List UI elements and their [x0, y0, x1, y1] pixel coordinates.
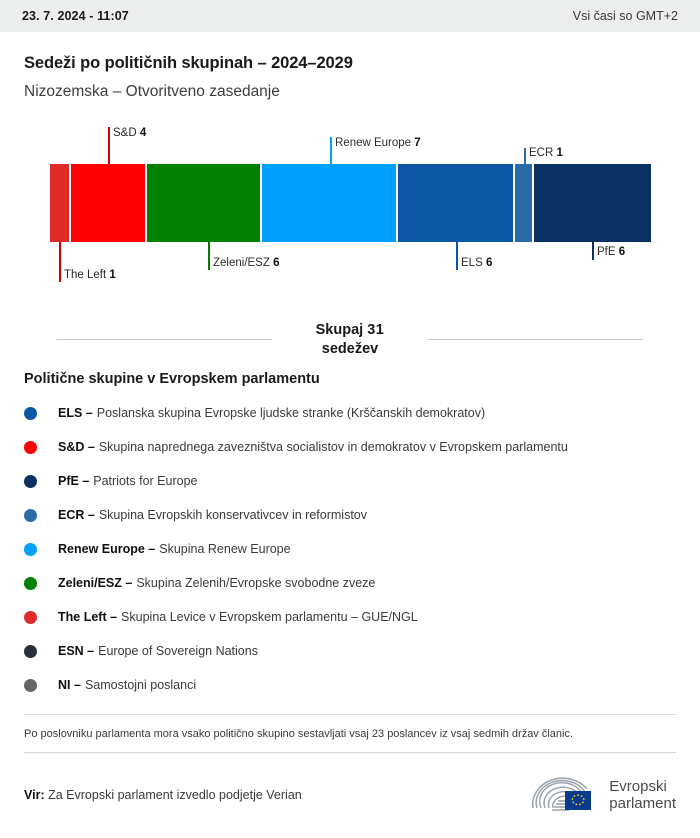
legend-color-dot-zeleni-esz — [24, 576, 37, 590]
legend-color-dot-els — [24, 406, 37, 420]
page-subtitle: Nizozemska – Otvoritveno zasedanje — [24, 83, 280, 100]
timezone-text: Vsi časi so GMT+2 — [572, 9, 678, 23]
legend-color-dot-ecr — [24, 508, 37, 522]
source-label: Vir: — [24, 788, 45, 802]
callout-the-left-name: The Left — [64, 269, 107, 281]
legend-color-dot-pfe — [24, 474, 37, 488]
legend-abbr-esn: ESN – — [58, 644, 95, 658]
legend-desc-ecr: Skupina Evropskih konservativcev in refo… — [98, 508, 367, 522]
ep-logo-line-1: Evropski — [609, 777, 667, 795]
legend-item-esn[interactable]: ESN – Europe of Sovereign Nations — [24, 634, 676, 668]
legend-item-ecr[interactable]: ECR – Skupina Evropskih konservativcev i… — [24, 498, 676, 532]
legend-desc-sd: Skupina naprednega zavezništva socialist… — [98, 440, 568, 454]
callout-zeleni-seats: 6 — [273, 257, 280, 269]
source-text: Za Evropski parlament izvedlo podjetje V… — [48, 788, 302, 802]
total-divider-left — [57, 339, 272, 340]
legend-abbr-sd: S&D – — [58, 440, 95, 454]
legend-title: Politične skupine v Evropskem parlamentu — [24, 371, 320, 387]
footnote-text: Po poslovniku parlamenta mora vsako poli… — [24, 728, 574, 740]
legend-abbr-ni: NI – — [58, 678, 81, 692]
legend-desc-pfe: Patriots for Europe — [93, 474, 198, 488]
legend-item-ni[interactable]: NI – Samostojni poslanci — [24, 668, 676, 702]
legend-desc-the-left: Skupina Levice v Evropskem parlamentu – … — [121, 610, 418, 624]
legend: Politične skupine v Evropskem parlamentu… — [0, 367, 700, 702]
seats-stacked-bar-chart: S&D 4 Renew Europe 7 ECR 1 The Left 1 — [0, 119, 700, 319]
legend-abbr-the-left: The Left – — [58, 610, 118, 624]
footer-divider-bottom — [24, 752, 676, 753]
legend-desc-ni: Samostojni poslanci — [84, 678, 197, 692]
stacked-bar — [50, 164, 651, 242]
legend-color-dot-the-left — [24, 610, 37, 624]
european-parliament-logo: Evropski parlament — [525, 775, 676, 815]
callout-renew-name: Renew Europe — [335, 137, 412, 149]
bar-segment-zeleni-esz[interactable] — [147, 164, 260, 242]
bar-segment-the-left[interactable] — [50, 164, 69, 242]
total-divider-right — [428, 339, 643, 340]
total-unit: sedežev — [321, 340, 379, 357]
callout-pfe-seats: 6 — [618, 246, 626, 258]
bar-segment-els[interactable] — [398, 164, 513, 242]
legend-color-dot-renew-europe — [24, 542, 37, 556]
legend-abbr-ecr: ECR – — [58, 508, 95, 522]
bar-segment-pfe[interactable] — [534, 164, 651, 242]
bar-segment-renew-europe[interactable] — [262, 164, 396, 242]
callout-sd-name: S&D — [113, 127, 137, 139]
page-title: Sedeži po političnih skupinah – 2024–202… — [24, 54, 353, 72]
callout-pfe-name: PfE — [597, 246, 616, 258]
ep-logo-line-2: parlament — [609, 795, 676, 812]
bar-segment-ecr[interactable] — [515, 164, 532, 242]
footer: Po poslovniku parlamenta mora vsako poli… — [0, 714, 700, 815]
total-label: Skupaj — [315, 322, 364, 338]
footer-divider-top — [24, 714, 676, 715]
legend-item-sd[interactable]: S&D – Skupina naprednega zavezništva soc… — [24, 430, 676, 464]
callout-the-left-seats: 1 — [109, 269, 116, 281]
top-status-bar: 23. 7. 2024 - 11:07 Vsi časi so GMT+2 — [0, 0, 700, 32]
legend-abbr-renew-europe: Renew Europe – — [58, 542, 156, 556]
legend-item-renew-europe[interactable]: Renew Europe – Skupina Renew Europe — [24, 532, 676, 566]
legend-item-pfe[interactable]: PfE – Patriots for Europe — [24, 464, 676, 498]
callout-els-seats: 6 — [485, 257, 493, 269]
callout-els-name: ELS — [461, 257, 483, 269]
total-seats-summary: Skupaj 31 sedežev — [0, 321, 700, 367]
legend-color-dot-ni — [24, 678, 37, 692]
legend-color-dot-esn — [24, 644, 37, 658]
callout-renew-seats: 7 — [414, 137, 421, 149]
ep-hemicycle-icon — [532, 777, 592, 811]
total-value: 31 — [367, 322, 385, 338]
legend-abbr-els: ELS – — [58, 406, 93, 420]
bar-segment-sd[interactable] — [71, 164, 145, 242]
legend-desc-esn: Europe of Sovereign Nations — [98, 644, 258, 658]
legend-item-the-left[interactable]: The Left – Skupina Levice v Evropskem pa… — [24, 600, 676, 634]
legend-desc-zeleni-esz: Skupina Zelenih/Evropske svobodne zveze — [136, 576, 376, 590]
page-header: Sedeži po političnih skupinah – 2024–202… — [0, 32, 700, 101]
legend-desc-renew-europe: Skupina Renew Europe — [159, 542, 291, 556]
legend-item-els[interactable]: ELS – Poslanska skupina Evropske ljudske… — [24, 396, 676, 430]
callout-zeleni-name: Zeleni/ESZ — [213, 257, 270, 269]
legend-color-dot-sd — [24, 440, 37, 454]
callout-ecr-seats: 1 — [556, 147, 563, 159]
callout-sd-seats: 4 — [139, 127, 147, 139]
legend-abbr-pfe: PfE – — [58, 474, 90, 488]
callout-ecr-name: ECR — [529, 147, 554, 159]
legend-abbr-zeleni-esz: Zeleni/ESZ – — [58, 576, 133, 590]
legend-desc-els: Poslanska skupina Evropske ljudske stran… — [96, 406, 486, 420]
legend-item-zeleni-esz[interactable]: Zeleni/ESZ – Skupina Zelenih/Evropske sv… — [24, 566, 676, 600]
timestamp-text: 23. 7. 2024 - 11:07 — [22, 9, 129, 23]
